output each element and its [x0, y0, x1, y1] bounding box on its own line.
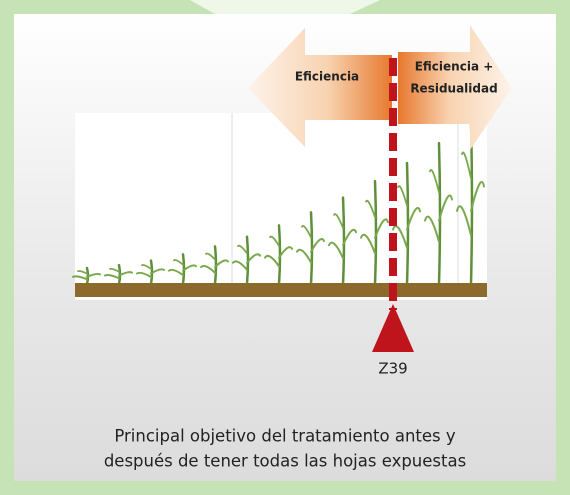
arrow-right-label: Eficiencia +: [415, 60, 494, 74]
arrow-right-label: Residualidad: [410, 82, 497, 96]
caption-line: Principal objetivo del tratamiento antes…: [114, 427, 456, 446]
marker-label: Z39: [378, 360, 407, 378]
plant: [311, 212, 312, 284]
plant: [439, 143, 440, 284]
caption-line: después de tener todas las hojas expuest…: [104, 452, 466, 471]
infographic: Eficiencia Eficiencia + Residualidad Z39…: [0, 0, 570, 495]
plant: [343, 198, 344, 284]
arrow-left-label: Eficiencia: [295, 70, 359, 84]
plant-panel: [75, 113, 487, 300]
plant: [407, 163, 408, 284]
soil: [75, 283, 487, 297]
top-tab: [190, 0, 380, 14]
plant: [375, 181, 376, 284]
